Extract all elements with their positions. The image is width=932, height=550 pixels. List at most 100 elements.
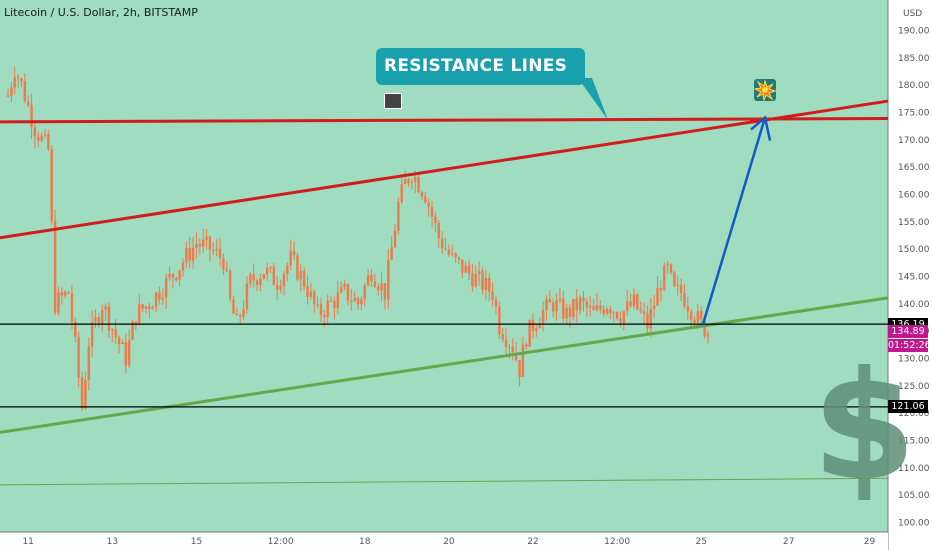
candle-body — [548, 298, 552, 303]
projection-arrow-shaft — [701, 117, 767, 325]
candle-body — [440, 238, 444, 249]
x-tick-label: 13 — [107, 537, 118, 547]
candle-body — [360, 299, 363, 305]
candle-body — [289, 251, 292, 266]
candle-body — [683, 293, 686, 307]
price-tag: 01:52:26 — [888, 339, 931, 353]
y-tick-label: 180.00 — [898, 81, 930, 91]
x-tick-label: 15 — [191, 537, 202, 547]
candle-body — [481, 271, 484, 291]
movie-clapper-icon — [384, 93, 402, 109]
candle-body — [430, 206, 434, 217]
line-support_rising — [0, 296, 889, 434]
candle-body — [43, 134, 47, 136]
candle-body — [350, 300, 353, 302]
candle-body — [393, 230, 397, 248]
candle-body — [37, 136, 40, 141]
candle-body — [420, 192, 424, 197]
candle-body — [141, 304, 144, 309]
candle-body — [363, 285, 366, 300]
candle-body — [397, 202, 400, 231]
candle-body — [323, 315, 326, 318]
candle-body — [222, 258, 225, 270]
line-thin_support — [0, 477, 889, 486]
candle-body — [77, 337, 80, 378]
candle-body — [410, 181, 414, 184]
y-tick-label: 110.00 — [898, 464, 930, 474]
line-resistance_rising — [0, 99, 889, 240]
candle-body — [124, 342, 127, 366]
price-axis-panel — [888, 0, 932, 550]
candle-body — [282, 273, 286, 287]
candle-body — [414, 176, 417, 182]
candle-body — [144, 306, 148, 309]
candle-body — [461, 259, 464, 273]
candle-body — [235, 313, 239, 316]
candle-body — [545, 298, 548, 311]
dollar-sign: $ — [812, 340, 917, 514]
candle-body — [387, 259, 390, 300]
candle-body — [343, 283, 346, 288]
candle-body — [498, 306, 501, 335]
candle-body — [451, 253, 454, 255]
candle-body — [417, 176, 420, 193]
y-tick-label: 185.00 — [898, 54, 930, 64]
candle-body — [626, 301, 629, 312]
y-tick-label: 105.00 — [898, 491, 930, 501]
candle-body — [572, 298, 575, 318]
projection-arrow-head — [750, 115, 772, 141]
candle-body — [504, 339, 508, 347]
candle-body — [279, 286, 282, 290]
candle-body — [595, 305, 599, 311]
candle-body — [131, 321, 134, 340]
candle-body — [622, 311, 626, 324]
candle-body — [551, 302, 555, 312]
candle-body — [689, 311, 693, 320]
candle-body — [518, 360, 521, 377]
price-tag: 134.89 — [888, 324, 928, 338]
candle-body — [111, 329, 114, 331]
candle-body — [679, 284, 683, 294]
candle-body — [599, 305, 602, 310]
candle-body — [262, 274, 265, 279]
candle-body — [538, 323, 541, 329]
candle-body — [239, 315, 242, 317]
candle-body — [259, 278, 262, 286]
candle-body — [615, 312, 619, 319]
y-tick-label: 160.00 — [898, 191, 930, 201]
candle-body — [161, 297, 165, 300]
candle-body — [326, 300, 329, 318]
candle-body — [491, 291, 494, 300]
candle-body — [296, 255, 299, 280]
candle-body — [50, 149, 53, 221]
candle-body — [316, 304, 319, 306]
candle-body — [427, 202, 430, 207]
candle-body — [309, 291, 313, 298]
candle-body — [47, 134, 50, 150]
candle-body — [353, 298, 356, 302]
candle-body — [612, 312, 615, 314]
candle-body — [501, 334, 504, 340]
candle-body — [16, 77, 20, 79]
x-tick-label: 11 — [22, 537, 33, 547]
chart-title: Litecoin / U.S. Dollar, 2h, BITSTAMP — [4, 6, 198, 19]
candle-body — [23, 81, 27, 102]
candle-body — [198, 244, 202, 247]
candle-body — [474, 274, 477, 287]
candle-body — [562, 298, 565, 319]
candle-body — [541, 310, 545, 324]
candle-body — [74, 321, 77, 338]
candle-body — [164, 277, 168, 298]
x-tick-label: 20 — [443, 537, 455, 547]
candle-body — [178, 270, 181, 280]
candle-body — [693, 319, 696, 323]
candle-body — [380, 283, 383, 291]
candle-body — [589, 306, 592, 308]
candle-body — [302, 271, 306, 287]
candle-body — [154, 292, 158, 308]
candle-body — [673, 272, 676, 286]
candle-body — [10, 87, 13, 96]
candle-body — [134, 321, 138, 324]
y-tick-label: 175.00 — [898, 109, 930, 119]
candle-body — [255, 280, 259, 286]
